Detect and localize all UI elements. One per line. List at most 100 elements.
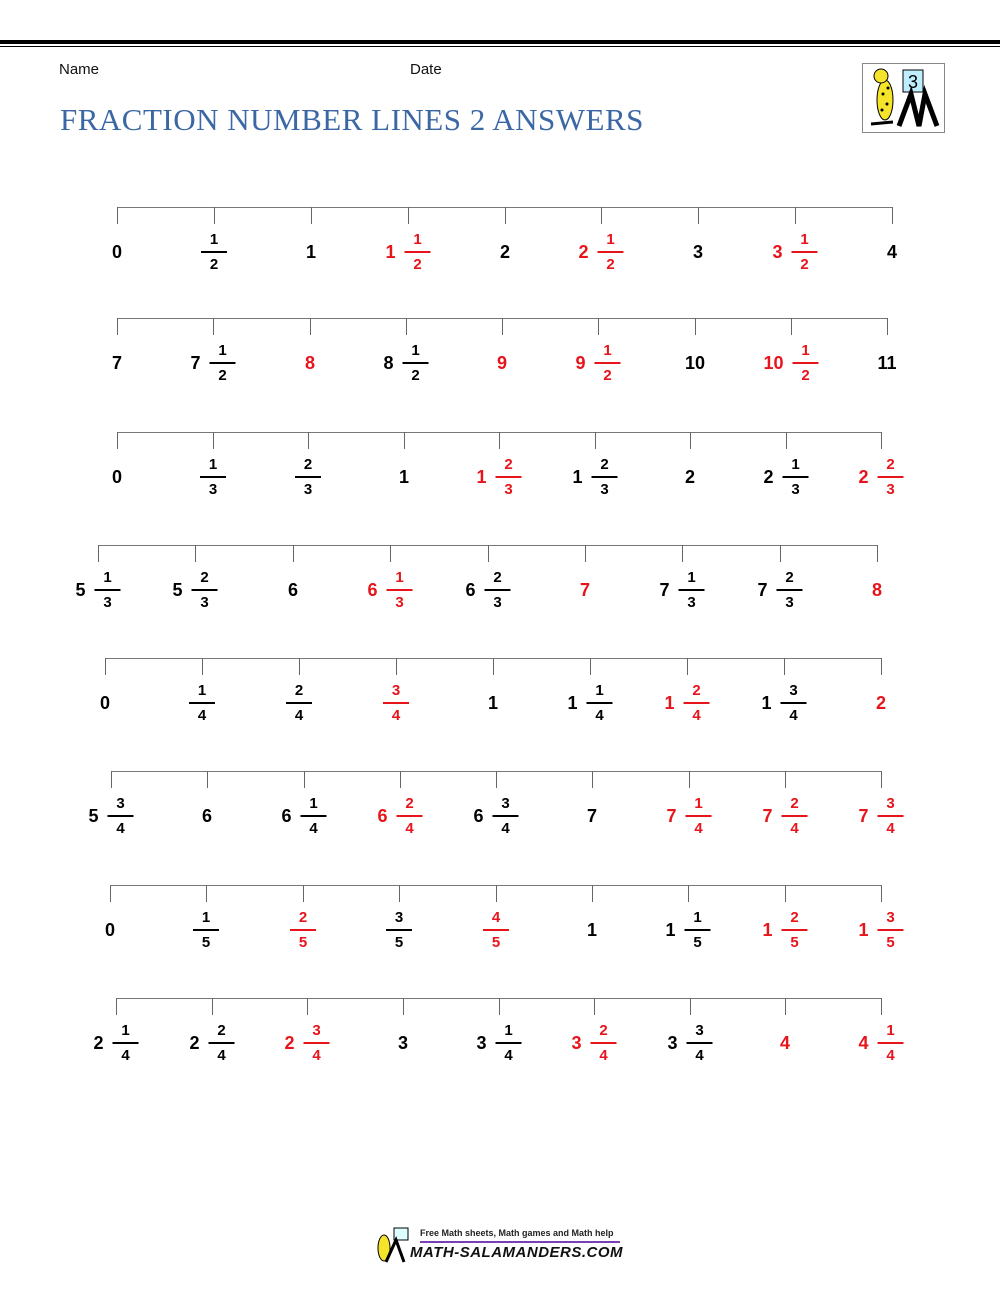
tick-mark (403, 998, 404, 1015)
numerator: 1 (121, 1022, 130, 1040)
denominator: 2 (411, 366, 420, 384)
numerator: 3 (391, 682, 401, 700)
tick-mark (592, 885, 593, 902)
whole-number: 4 (858, 1032, 869, 1053)
whole-number: 9 (496, 352, 508, 373)
whole-number: 8 (304, 352, 316, 373)
denominator: 4 (405, 819, 414, 837)
fraction-bar (107, 815, 134, 817)
denominator: 5 (394, 933, 404, 951)
whole-number: 1 (398, 466, 410, 487)
fraction-bar (781, 929, 808, 931)
fraction-bar (402, 362, 429, 364)
tick-mark (690, 998, 691, 1015)
tick-mark (399, 885, 400, 902)
tick-mark (791, 318, 792, 335)
whole-number: 1 (567, 692, 578, 713)
tick-mark (877, 545, 878, 562)
name-label: Name (59, 61, 100, 78)
tick-mark (785, 771, 786, 788)
denominator: 2 (800, 255, 809, 273)
denominator: 4 (504, 1046, 513, 1064)
tick-mark (690, 432, 691, 449)
given-label: 1 (587, 907, 597, 953)
tick-mark (307, 998, 308, 1015)
fraction-bar (286, 702, 312, 704)
denominator: 3 (886, 480, 895, 498)
tick-mark (311, 207, 312, 224)
answer-label: 9 (497, 340, 507, 386)
numerator: 1 (209, 231, 219, 249)
fraction-bar (781, 815, 808, 817)
answer-label: 7 (580, 567, 590, 613)
given-label: 7 (112, 340, 122, 386)
salamander-logo-icon: 3 (870, 68, 940, 127)
answer-label: 2 (876, 680, 886, 726)
numerator: 1 (595, 682, 604, 700)
given-label: 1 (488, 680, 498, 726)
denominator: 3 (395, 593, 404, 611)
given-label: 10 (685, 340, 705, 386)
whole-number: 0 (104, 919, 116, 940)
fraction-bar (189, 702, 215, 704)
answer-label: 10 1 2 (763, 340, 819, 386)
given-label: 6 (202, 793, 212, 839)
tick-mark (881, 658, 882, 675)
numerator: 2 (217, 1022, 226, 1040)
denominator: 3 (791, 480, 800, 498)
numerator: 1 (801, 342, 810, 360)
tick-mark (214, 207, 215, 224)
fraction-bar (208, 1042, 235, 1044)
fraction-bar (591, 476, 618, 478)
given-label: 1 (399, 454, 409, 500)
whole-number: 1 (572, 466, 583, 487)
whole-number: 2 (499, 241, 511, 262)
answer-label: 8 (305, 340, 315, 386)
tick-mark (111, 771, 112, 788)
numerator: 4 (491, 909, 501, 927)
tick-mark (592, 771, 593, 788)
tick-mark (98, 545, 99, 562)
top-rule-thin (0, 46, 1000, 47)
numerator: 1 (218, 342, 227, 360)
tick-mark (207, 771, 208, 788)
denominator: 4 (599, 1046, 608, 1064)
tick-mark (682, 545, 683, 562)
numerator: 1 (201, 909, 211, 927)
numerator: 3 (886, 795, 895, 813)
tick-mark (404, 432, 405, 449)
top-rule (0, 40, 1000, 44)
numerator: 2 (886, 456, 895, 474)
numerator: 1 (603, 342, 612, 360)
denominator: 2 (603, 366, 612, 384)
tick-mark (299, 658, 300, 675)
whole-number: 8 (383, 352, 394, 373)
denominator: 4 (695, 1046, 704, 1064)
whole-number: 10 (684, 352, 706, 373)
whole-number: 7 (762, 805, 773, 826)
fraction-bar (193, 929, 219, 931)
denominator: 4 (312, 1046, 321, 1064)
